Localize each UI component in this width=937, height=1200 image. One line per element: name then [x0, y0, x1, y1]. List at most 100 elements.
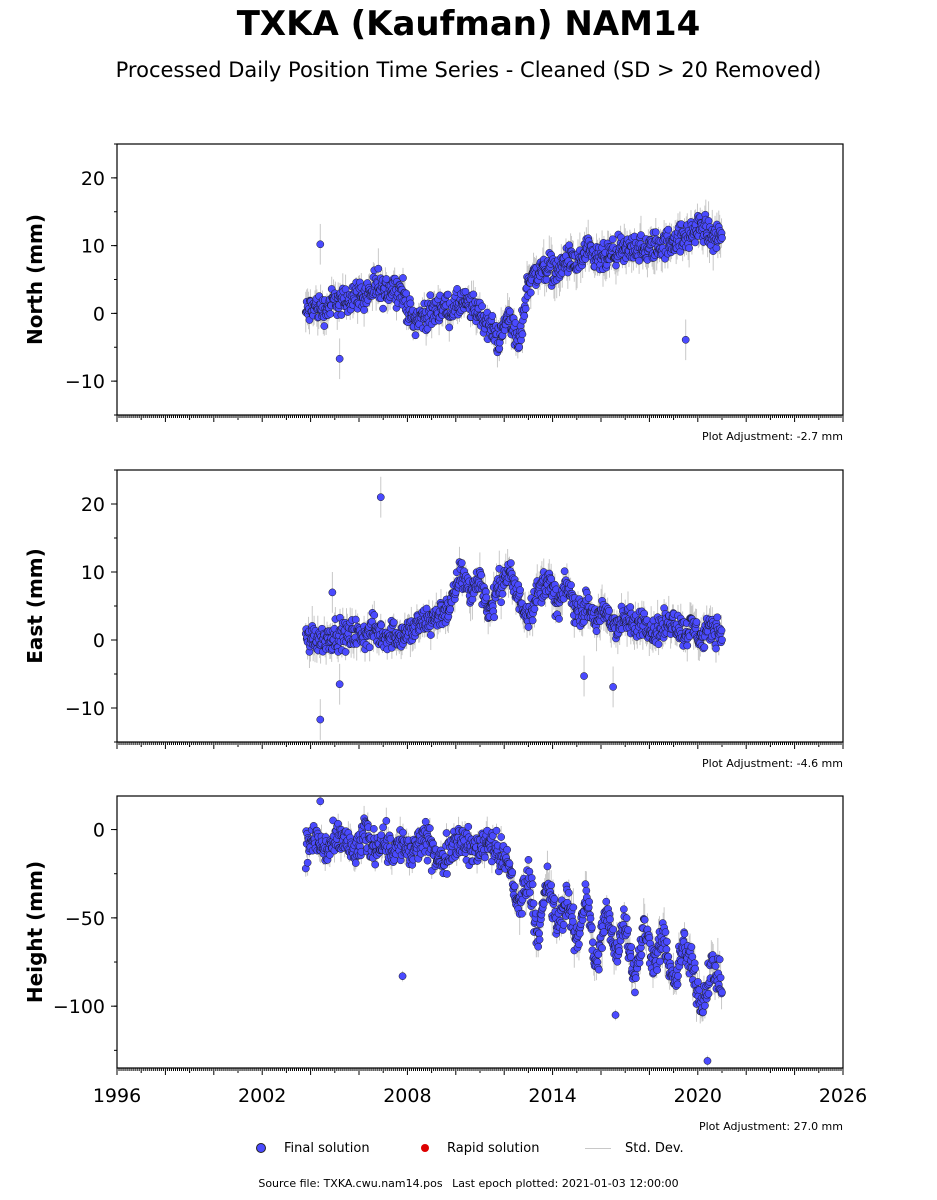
- data-point: [687, 943, 696, 951]
- data-point: [529, 899, 538, 908]
- data-point: [442, 829, 451, 837]
- data-point: [444, 290, 452, 299]
- y-tick-label: 10: [81, 236, 105, 258]
- data-point: [490, 613, 499, 622]
- y-tick-label: 0: [93, 630, 105, 652]
- data-point: [386, 835, 395, 843]
- std-dev-bars: [305, 476, 723, 740]
- data-point: [626, 953, 635, 961]
- data-point: [550, 895, 559, 903]
- data-point: [661, 928, 670, 937]
- data-point: [402, 289, 411, 298]
- data-point: [640, 609, 649, 618]
- data-point: [581, 880, 590, 888]
- outlier-point: [611, 1011, 620, 1019]
- outlier-point: [376, 493, 385, 502]
- data-point: [651, 228, 660, 237]
- data-point: [640, 915, 649, 924]
- data-point: [717, 626, 726, 635]
- data-point: [712, 644, 720, 653]
- data-point: [506, 307, 514, 316]
- data-point: [481, 853, 489, 862]
- data-point: [712, 244, 721, 252]
- data-point: [612, 261, 620, 270]
- data-point: [426, 631, 435, 639]
- data-point: [524, 623, 533, 631]
- y-tick-label: 0: [93, 820, 105, 842]
- data-point: [518, 909, 526, 918]
- plot-area: [301, 199, 726, 380]
- data-points: [301, 797, 726, 1065]
- data-point: [608, 235, 617, 244]
- data-point: [683, 641, 692, 650]
- data-point: [426, 291, 435, 300]
- data-point: [582, 886, 591, 895]
- data-point: [662, 945, 671, 954]
- outlier-point: [328, 588, 337, 597]
- data-point: [530, 605, 539, 613]
- data-point: [526, 288, 535, 297]
- outlier-point: [374, 264, 383, 273]
- data-point: [492, 826, 501, 835]
- panel-east: 20 10 0 −10 East (mm) Plot Adjustment: -4.6 m…: [23, 469, 844, 770]
- data-point: [632, 974, 640, 983]
- outlier-point: [681, 335, 690, 344]
- data-point: [569, 903, 578, 912]
- data-point: [635, 256, 643, 265]
- data-point: [701, 1001, 709, 1010]
- outlier-point: [316, 715, 325, 724]
- data-point: [605, 606, 613, 615]
- data-point: [715, 955, 724, 964]
- data-point: [360, 306, 368, 314]
- data-point: [713, 613, 722, 622]
- data-point: [691, 238, 699, 247]
- data-point: [453, 285, 462, 293]
- data-point: [699, 1008, 707, 1017]
- data-point: [508, 868, 517, 877]
- data-point: [673, 980, 682, 989]
- data-point: [521, 304, 530, 313]
- data-point: [469, 290, 478, 299]
- data-point: [497, 833, 505, 841]
- data-points: [301, 493, 726, 724]
- data-point: [622, 914, 631, 923]
- plot-adjustment: Plot Adjustment: -2.7 mm: [702, 430, 843, 443]
- data-point: [406, 299, 415, 308]
- data-point: [691, 964, 699, 973]
- data-point: [507, 559, 515, 567]
- data-point: [351, 615, 360, 624]
- data-point: [365, 643, 374, 652]
- data-point: [488, 312, 497, 320]
- outlier-point: [335, 354, 344, 363]
- data-point: [528, 880, 537, 889]
- data-point: [588, 923, 596, 932]
- data-point: [560, 567, 569, 576]
- data-point: [586, 914, 595, 923]
- data-point: [516, 586, 524, 594]
- data-point: [688, 952, 697, 961]
- data-point: [370, 611, 379, 619]
- data-point: [584, 594, 593, 602]
- plot-area: [301, 476, 726, 740]
- y-tick-label: −100: [53, 996, 105, 1018]
- data-point: [445, 323, 454, 332]
- data-points: [301, 210, 726, 363]
- data-point: [379, 823, 387, 832]
- data-point: [718, 636, 726, 644]
- plot-adjustment: Plot Adjustment: -4.6 mm: [702, 757, 843, 770]
- y-tick-label: −10: [65, 371, 105, 393]
- data-point: [606, 915, 614, 924]
- data-point: [411, 331, 420, 340]
- data-point: [425, 824, 434, 833]
- data-point: [399, 274, 407, 282]
- data-point: [711, 962, 720, 970]
- plot-frame: [116, 143, 844, 416]
- data-point: [594, 965, 603, 974]
- data-point: [351, 859, 360, 867]
- data-point: [654, 640, 663, 649]
- y-tick-label: −50: [65, 908, 105, 930]
- data-point: [569, 917, 577, 926]
- data-point: [700, 643, 709, 652]
